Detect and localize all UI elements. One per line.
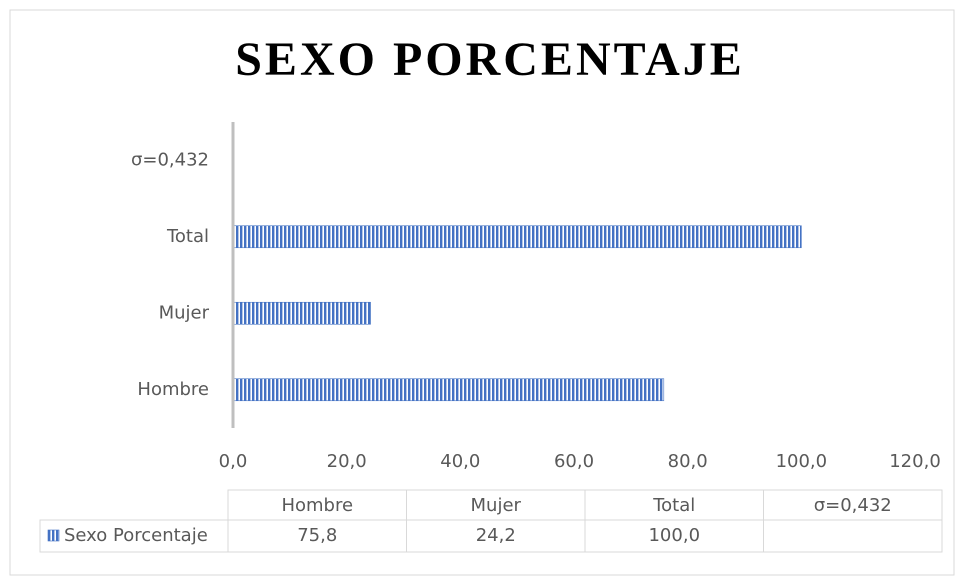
table-header: Hombre xyxy=(281,495,353,516)
x-tick-label: 100,0 xyxy=(776,451,828,472)
table-cell xyxy=(763,519,943,553)
y-tick-label: σ=0,432 xyxy=(131,149,209,170)
x-tick-label: 60,0 xyxy=(554,451,594,472)
bar xyxy=(232,301,371,325)
table-value: 100,0 xyxy=(648,525,700,546)
y-tick-label: Hombre xyxy=(137,379,209,400)
x-tick-label: 40,0 xyxy=(440,451,480,472)
table-header: Total xyxy=(652,495,695,516)
table-value: 24,2 xyxy=(476,525,516,546)
y-tick-label: Total xyxy=(166,226,209,247)
x-tick-label: 20,0 xyxy=(327,451,367,472)
x-tick-label: 80,0 xyxy=(668,451,708,472)
y-tick-label: Mujer xyxy=(159,302,210,323)
legend-label: Sexo Porcentaje xyxy=(64,525,208,546)
bar xyxy=(232,225,802,249)
x-tick-label: 0,0 xyxy=(219,451,248,472)
legend-swatch xyxy=(47,529,60,542)
chart-border xyxy=(9,9,955,576)
table-header: σ=0,432 xyxy=(814,495,892,516)
bar xyxy=(232,378,665,402)
table-value: 75,8 xyxy=(297,525,337,546)
chart-title: SEXO PORCENTAJE xyxy=(235,33,745,86)
table-header: Mujer xyxy=(471,495,522,516)
x-tick-label: 120,0 xyxy=(889,451,941,472)
